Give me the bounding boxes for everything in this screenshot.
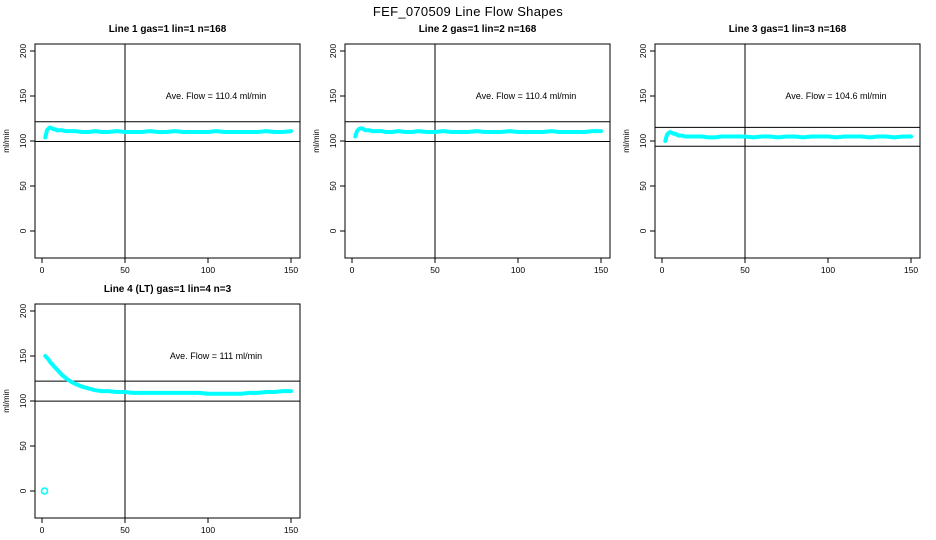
ave-flow-annotation: Ave. Flow = 111 ml/min <box>170 351 262 361</box>
x-tick-label: 150 <box>284 265 298 275</box>
ave-flow-annotation: Ave. Flow = 110.4 ml/min <box>166 91 266 101</box>
y-tick-label: 0 <box>18 228 28 233</box>
y-axis-label: ml/min <box>2 389 11 413</box>
y-tick-label: 200 <box>328 44 338 58</box>
x-tick-label: 50 <box>740 265 750 275</box>
y-axis-label: ml/min <box>2 129 11 153</box>
ave-flow-annotation: Ave. Flow = 104.6 ml/min <box>785 91 886 101</box>
x-tick-label: 150 <box>904 265 918 275</box>
flow-data-series <box>353 126 603 139</box>
x-tick-label: 0 <box>40 525 45 535</box>
x-tick-label: 50 <box>430 265 440 275</box>
y-tick-label: 200 <box>18 304 28 318</box>
flow-data-series <box>43 354 293 396</box>
y-tick-label: 150 <box>638 89 648 103</box>
plot-box <box>344 43 611 259</box>
ave-flow-annotation: Ave. Flow = 110.4 ml/min <box>476 91 576 101</box>
y-tick-label: 50 <box>638 181 648 191</box>
outlier-point <box>40 487 49 495</box>
y-tick-label: 100 <box>18 394 28 408</box>
y-tick-label: 50 <box>328 181 338 191</box>
x-tick-label: 100 <box>821 265 835 275</box>
plot-panel-1: Line 1 gas=1 lin=1 n=168 Ave. Flow = 110.… <box>2 24 301 275</box>
y-tick-label: 100 <box>638 134 648 148</box>
y-tick-label: 150 <box>18 349 28 363</box>
y-axis-label: ml/min <box>622 129 631 153</box>
y-tick-label: 0 <box>328 228 338 233</box>
x-tick-label: 50 <box>120 265 130 275</box>
x-tick-label: 0 <box>660 265 665 275</box>
y-axis-label: ml/min <box>312 129 321 153</box>
plot-panel-3: Line 3 gas=1 lin=3 n=168 Ave. Flow = 104.… <box>622 24 921 275</box>
x-tick-label: 100 <box>511 265 525 275</box>
y-tick-label: 0 <box>638 228 648 233</box>
y-tick-label: 0 <box>18 488 28 493</box>
y-tick-label: 150 <box>328 89 338 103</box>
x-tick-label: 100 <box>201 525 215 535</box>
plot-box <box>34 303 301 519</box>
page-title: FEF_070509 Line Flow Shapes <box>372 4 564 19</box>
y-tick-label: 100 <box>328 134 338 148</box>
plot-panel-2: Line 2 gas=1 lin=2 n=168 Ave. Flow = 110.… <box>312 24 611 275</box>
y-tick-label: 200 <box>18 44 28 58</box>
x-tick-label: 0 <box>350 265 355 275</box>
y-tick-label: 150 <box>18 89 28 103</box>
y-tick-label: 200 <box>638 44 648 58</box>
x-tick-label: 0 <box>40 265 45 275</box>
plot-title: Line 3 gas=1 lin=3 n=168 <box>729 24 847 35</box>
plot-panel-4: Line 4 (LT) gas=1 lin=4 n=3 Ave. Flow = 1… <box>2 284 301 535</box>
y-tick-label: 100 <box>18 134 28 148</box>
x-tick-label: 100 <box>201 265 215 275</box>
x-tick-label: 50 <box>120 525 130 535</box>
y-tick-label: 50 <box>18 181 28 191</box>
x-tick-label: 150 <box>594 265 608 275</box>
y-tick-label: 50 <box>18 441 28 451</box>
plot-title: Line 4 (LT) gas=1 lin=4 n=3 <box>104 284 232 295</box>
flow-data-series <box>43 125 293 140</box>
plot-box <box>654 43 921 259</box>
x-tick-label: 150 <box>284 525 298 535</box>
flow-data-series <box>663 130 913 143</box>
plot-title: Line 2 gas=1 lin=2 n=168 <box>419 24 537 35</box>
plot-box <box>34 43 301 259</box>
plot-title: Line 1 gas=1 lin=1 n=168 <box>109 24 227 35</box>
